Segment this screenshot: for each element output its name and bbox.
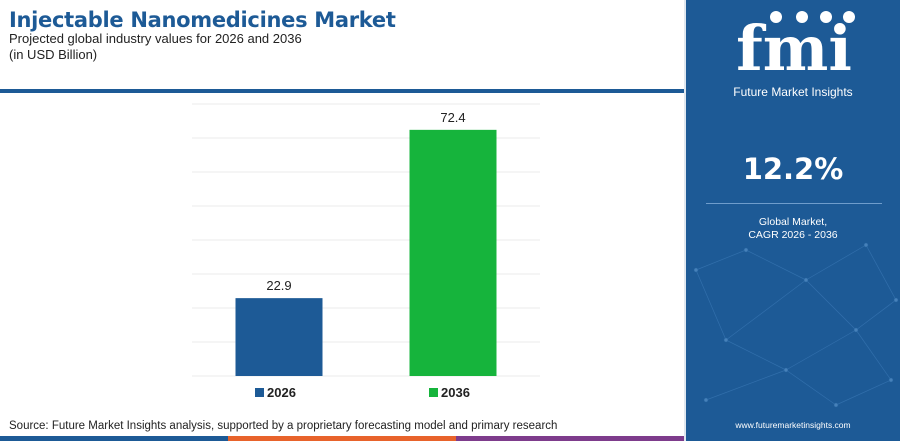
chart-area: Injectable Nanomedicines Market Projecte…: [0, 8, 684, 441]
network-pattern-decoration: [693, 242, 899, 408]
header-rule: [0, 89, 684, 93]
footer-color-bar: [0, 436, 684, 441]
website-url: www.futuremarketinsights.com: [735, 420, 851, 430]
data-label-2036: 72.4: [440, 110, 465, 125]
bar-chart: 22.9 2026 72.4 2036: [192, 103, 540, 400]
cagr-label-line-1: Global Market,: [758, 216, 828, 228]
fmi-logo: fmi: [736, 11, 855, 78]
legend-swatch-2026: [255, 388, 264, 397]
chart-unit: (in USD Billion): [9, 47, 98, 62]
chart-title: Injectable Nanomedicines Market: [9, 8, 396, 32]
summary-panel: fmi Future Market Insights 12.2% Global …: [686, 0, 900, 441]
chart-subtitle: Projected global industry values for 202…: [9, 31, 302, 46]
footer-bar-segment: [0, 436, 228, 441]
footer-bar-segment: [456, 436, 684, 441]
logo-text: fmi: [736, 12, 852, 78]
bar-2026: [235, 298, 323, 376]
brand-name: Future Market Insights: [733, 85, 853, 99]
panel-divider: [684, 0, 686, 441]
legend-swatch-2036: [429, 388, 438, 397]
legend-label-2026: 2026: [267, 385, 296, 400]
data-label-2026: 22.9: [266, 278, 291, 293]
legend-label-2036: 2036: [441, 385, 470, 400]
bar-2036: [409, 129, 497, 376]
cagr-label-line-2: CAGR 2026 - 2036: [748, 229, 838, 241]
source-note: Source: Future Market Insights analysis,…: [9, 420, 558, 432]
cagr-divider: [706, 203, 882, 204]
cagr-label: Global Market, CAGR 2026 - 2036: [686, 216, 900, 242]
footer-bar-segment: [228, 436, 456, 441]
cagr-value: 12.2%: [742, 152, 844, 186]
